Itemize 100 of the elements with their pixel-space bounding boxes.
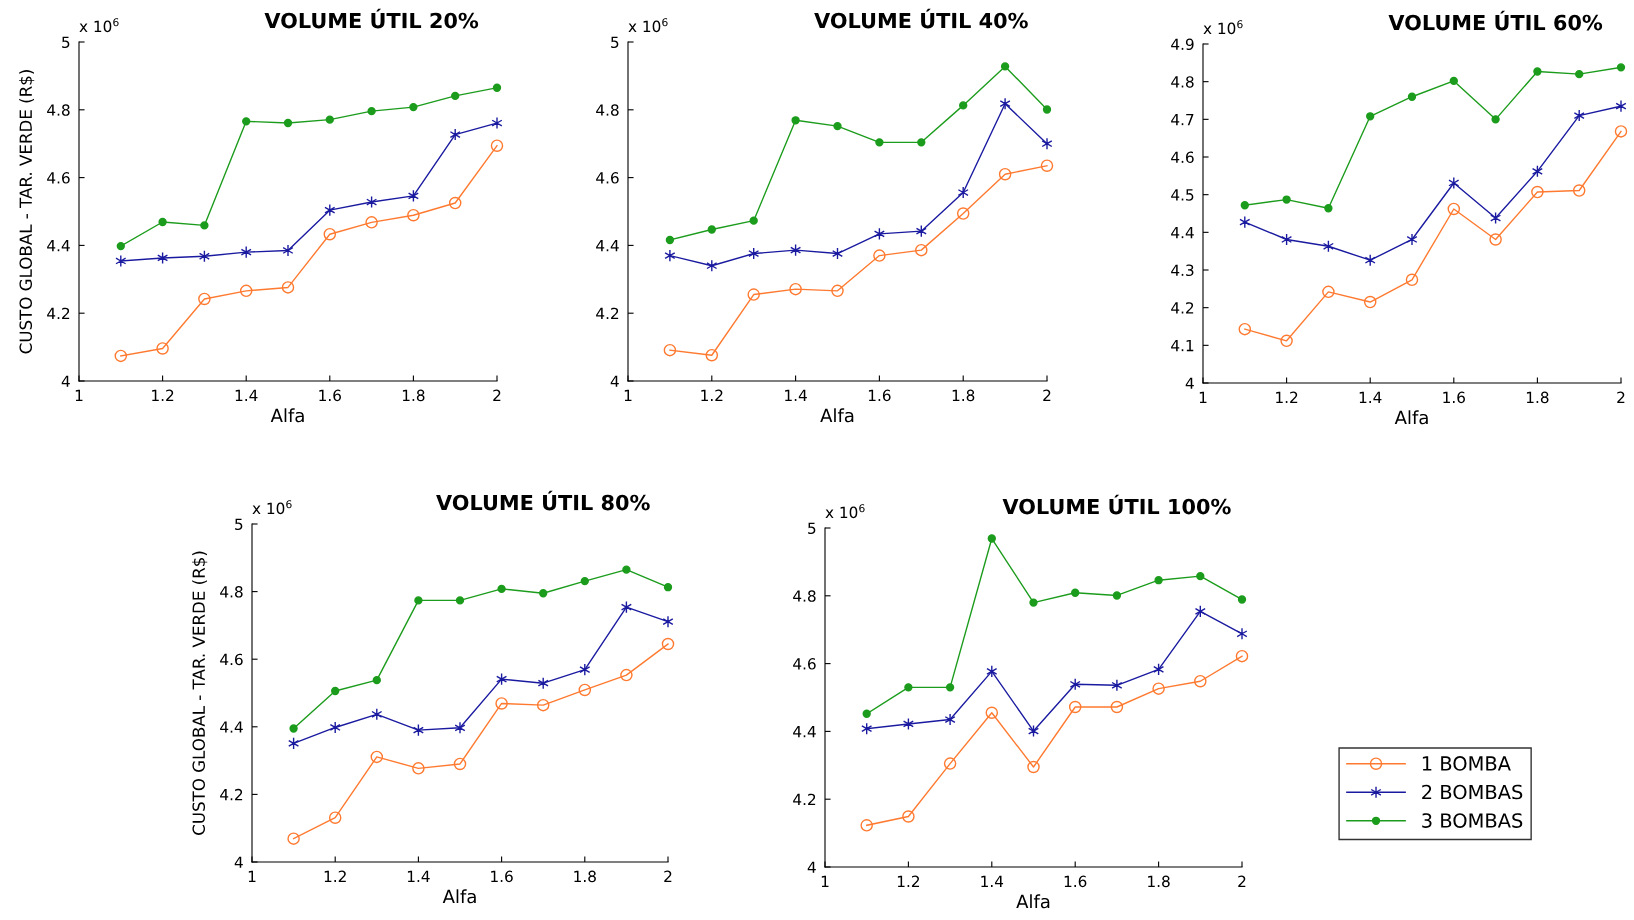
point	[943, 757, 957, 770]
point	[490, 139, 504, 152]
point	[915, 243, 928, 257]
point	[242, 117, 251, 126]
y-axis-title: CUSTO GLOBAL - TAR. VERDE (R$)	[192, 551, 208, 835]
point	[1069, 678, 1081, 691]
point	[1572, 184, 1586, 197]
x-tick-label: 1	[248, 870, 256, 882]
legend-label: 3 BOMBAS	[1422, 813, 1523, 828]
x-tick-label: 1.2	[897, 875, 920, 887]
y-tick-label: 4	[807, 861, 816, 873]
point	[1489, 233, 1502, 246]
point	[497, 584, 506, 594]
point	[239, 284, 253, 298]
point	[536, 698, 550, 712]
point	[1363, 295, 1377, 309]
point	[1237, 595, 1247, 604]
y-tick-label: 4.6	[596, 172, 619, 184]
point	[491, 116, 503, 130]
point	[1153, 663, 1165, 676]
x-tick-label: 1.6	[1443, 391, 1465, 404]
y-tick-label: 4.6	[47, 172, 70, 184]
y-axis-title: CUSTO GLOBAL - TAR. VERDE (R$)	[19, 70, 35, 354]
x-axis-title: Alfa	[270, 408, 304, 423]
x-tick-label: 1.2	[152, 389, 174, 401]
point	[370, 750, 384, 764]
point	[409, 102, 418, 112]
y-tick-label: 5	[808, 522, 816, 535]
point	[902, 717, 914, 731]
x-tick-label: 1.4	[235, 389, 258, 401]
point	[831, 284, 844, 298]
point	[915, 224, 927, 238]
point	[324, 203, 336, 217]
chart-title: VOLUME ÚTIL 100%	[1002, 494, 1231, 515]
point	[902, 810, 915, 823]
x-tick-label: 1.8	[952, 389, 975, 402]
point	[329, 721, 341, 734]
point	[537, 676, 549, 690]
point	[956, 207, 970, 220]
point	[986, 665, 998, 678]
x-tick-label: 1.8	[1148, 875, 1170, 888]
point	[747, 288, 760, 301]
y-tick-label: 4.4	[220, 721, 243, 733]
point	[1449, 76, 1458, 86]
y-tick-label: 4.8	[1171, 76, 1194, 88]
point	[454, 721, 466, 735]
point	[407, 189, 419, 203]
x-tick-label: 1.6	[1064, 875, 1087, 888]
point	[157, 251, 169, 265]
point	[985, 706, 999, 720]
point	[453, 757, 467, 771]
y-tick-label: 5	[235, 518, 243, 531]
point	[1042, 105, 1052, 114]
point	[579, 663, 591, 676]
point	[999, 97, 1011, 110]
x-tick-label: 2	[1043, 389, 1051, 401]
point	[1448, 176, 1460, 190]
x-tick-label: 2	[664, 870, 672, 882]
point	[620, 600, 632, 614]
x-axis-title: Alfa	[1016, 894, 1050, 909]
point	[328, 811, 342, 824]
y-tick-label: 4.5	[1171, 189, 1194, 201]
point	[1615, 99, 1627, 113]
point	[282, 244, 294, 257]
x-tick-label: 2	[1238, 875, 1246, 887]
point	[281, 281, 295, 294]
y-tick-label: 4.7	[1171, 114, 1194, 126]
point	[1281, 233, 1293, 246]
point	[448, 196, 462, 210]
y-tick-label: 4.1	[1171, 340, 1194, 352]
y-tick-label: 4.2	[596, 307, 619, 319]
point	[116, 241, 125, 251]
point	[944, 713, 956, 726]
y-tick-label: 4.8	[47, 104, 70, 116]
point	[578, 683, 592, 697]
point	[372, 675, 381, 685]
point	[860, 819, 873, 832]
point	[1364, 253, 1376, 267]
y-tick-label: 4.2	[1171, 302, 1194, 314]
point	[366, 195, 378, 209]
point	[662, 615, 674, 628]
x-tick-label: 1.6	[868, 389, 891, 402]
y-tick-label: 4.4	[1171, 227, 1194, 239]
point	[904, 683, 913, 692]
point	[1068, 700, 1082, 714]
point	[1407, 92, 1417, 101]
text: x 10$^{6}$	[825, 504, 865, 519]
x-tick-label: 1	[821, 875, 829, 887]
point	[873, 227, 885, 241]
y-tick-label: 5	[611, 36, 619, 49]
point	[1111, 679, 1123, 692]
y-tick-label: 4.4	[47, 240, 70, 252]
x-tick-label: 1.4	[785, 389, 807, 401]
point	[198, 249, 210, 263]
point	[1240, 201, 1249, 210]
x-tick-label: 1.4	[981, 875, 1004, 887]
x-tick-label: 1	[75, 389, 83, 401]
point	[449, 128, 461, 141]
point	[1406, 233, 1418, 246]
point	[1196, 571, 1205, 581]
